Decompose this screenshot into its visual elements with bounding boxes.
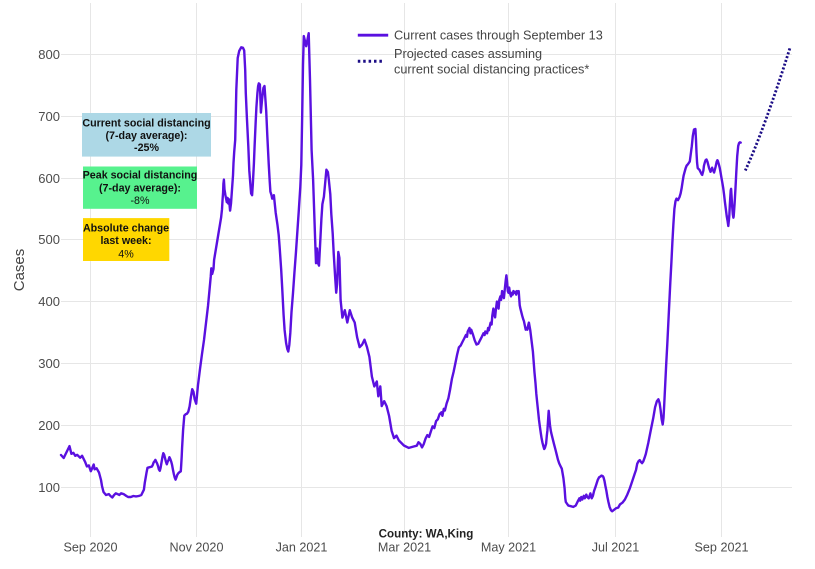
- svg-text:Sep 2020: Sep 2020: [64, 541, 118, 555]
- svg-text:Jul 2021: Jul 2021: [592, 541, 640, 555]
- svg-text:Cases: Cases: [11, 249, 28, 292]
- svg-text:800: 800: [38, 47, 60, 62]
- svg-text:-25%: -25%: [134, 142, 159, 154]
- svg-text:Jan 2021: Jan 2021: [276, 541, 328, 555]
- svg-text:Nov 2020: Nov 2020: [170, 541, 224, 555]
- svg-text:Projected cases assuming: Projected cases assuming: [394, 47, 542, 61]
- svg-text:last week:: last week:: [100, 235, 151, 247]
- svg-text:Peak social distancing: Peak social distancing: [83, 170, 198, 182]
- svg-text:200: 200: [38, 418, 60, 433]
- svg-text:500: 500: [38, 232, 60, 247]
- svg-text:County: WA,King: County: WA,King: [379, 528, 474, 541]
- svg-text:4%: 4%: [118, 249, 134, 261]
- svg-text:Current cases through Septembe: Current cases through September 13: [394, 29, 603, 43]
- svg-text:400: 400: [38, 294, 60, 309]
- svg-text:700: 700: [38, 109, 60, 124]
- svg-text:Sep 2021: Sep 2021: [695, 541, 749, 555]
- svg-text:May 2021: May 2021: [481, 541, 536, 555]
- svg-text:600: 600: [38, 171, 60, 186]
- svg-text:Absolute change: Absolute change: [83, 222, 169, 234]
- svg-text:300: 300: [38, 356, 60, 371]
- svg-text:Current social distancing: Current social distancing: [82, 117, 210, 129]
- svg-text:(7-day average):: (7-day average):: [106, 130, 188, 142]
- svg-text:current social distancing prac: current social distancing practices*: [394, 63, 589, 77]
- svg-text:(7-day average):: (7-day average):: [99, 182, 181, 194]
- svg-text:Mar 2021: Mar 2021: [378, 541, 431, 555]
- svg-text:100: 100: [38, 480, 60, 495]
- svg-text:-8%: -8%: [130, 195, 150, 207]
